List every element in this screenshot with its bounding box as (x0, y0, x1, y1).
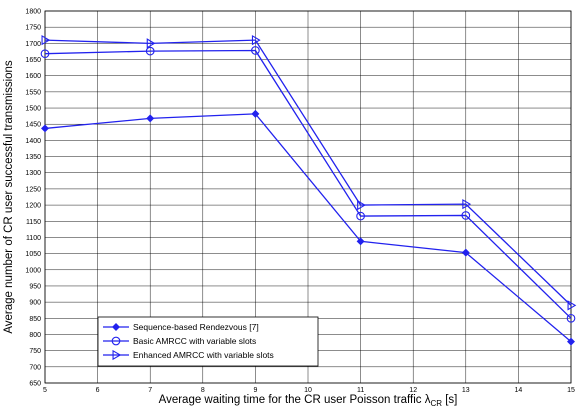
y-tick-label: 1250 (25, 186, 41, 193)
x-tick-label: 12 (409, 387, 417, 394)
y-tick-label: 1700 (25, 41, 41, 48)
data-point-diamond (41, 124, 49, 133)
data-point-diamond (146, 114, 155, 123)
data-point-circle (356, 211, 365, 221)
data-point-triangle-right (146, 38, 156, 49)
data-point-triangle-right (567, 300, 577, 311)
x-tick-label: 7 (148, 387, 152, 394)
legend: Sequence-based Rendezvous [7] Basic AMRCC… (97, 316, 319, 367)
data-point-circle (461, 211, 471, 220)
legend-entry: Basic AMRCC with variable slots (103, 336, 256, 346)
data-point-triangle-right (41, 34, 51, 46)
series-2 (40, 46, 576, 323)
y-tick-label: 850 (29, 316, 41, 323)
y-tick-label: 650 (29, 381, 41, 388)
series-line (44, 113, 572, 343)
y-tick-label: 1800 (25, 9, 41, 16)
y-tick-label: 750 (29, 348, 41, 355)
y-tick-label: 1500 (25, 106, 41, 113)
data-point-diamond (356, 237, 365, 246)
y-tick-label: 900 (29, 300, 41, 307)
series-layer (40, 34, 577, 346)
y-tick-label: 1600 (25, 73, 41, 80)
y-tick-label: 1550 (25, 89, 41, 96)
data-point-diamond (112, 323, 120, 331)
data-point-circle (251, 46, 260, 55)
y-tick-label: 700 (29, 364, 41, 371)
x-tick-label: 13 (462, 387, 470, 394)
x-axis-label-subscript: CR (430, 399, 442, 408)
y-tick-label: 1200 (25, 203, 41, 210)
legend-entry: Enhanced AMRCC with variable slots (103, 349, 274, 361)
series-line (44, 39, 572, 306)
x-tick-label: 14 (515, 387, 523, 394)
data-point-triangle-right (251, 34, 261, 46)
y-tick-label: 950 (29, 283, 41, 290)
legend-label: Basic AMRCC with variable slots (133, 336, 256, 346)
y-tick-label: 1750 (25, 25, 41, 32)
x-tick-label: 5 (43, 387, 47, 394)
y-tick-label: 1300 (25, 170, 41, 177)
series-1 (41, 109, 575, 346)
data-point-triangle-right (112, 349, 122, 361)
y-tick-labels: 650 700 750 800 850 900 950 1000 1050 1100 1150 120… (25, 9, 41, 388)
data-point-triangle-right (462, 198, 472, 210)
y-tick-label: 1150 (26, 219, 41, 226)
data-point-circle (145, 46, 155, 56)
data-point-circle (111, 336, 121, 346)
y-tick-label: 1350 (25, 154, 41, 161)
x-tick-label: 15 (567, 387, 575, 394)
x-tick-labels: 5 6 7 8 9 10 11 12 13 14 15 (43, 387, 575, 394)
x-tick-label: 10 (304, 387, 312, 394)
series-line (44, 49, 572, 319)
data-point-diamond (461, 248, 470, 257)
y-tick-label: 1050 (25, 251, 41, 258)
y-tick-label: 1400 (25, 138, 41, 145)
data-point-triangle-right (357, 199, 366, 211)
x-axis-label-unit: [s] (442, 394, 457, 406)
y-axis-label: Average number of CR user successful tra… (3, 60, 15, 334)
grid (44, 10, 572, 384)
x-axis-label: Average waiting time for the CR user Poi… (159, 394, 458, 408)
x-tick-label: 11 (357, 387, 364, 394)
legend-entry: Sequence-based Rendezvous [7] (103, 322, 259, 332)
legend-box (97, 316, 319, 367)
legend-label: Enhanced AMRCC with variable slots (133, 350, 274, 360)
x-tick-label: 8 (201, 387, 205, 394)
x-tick-label: 9 (253, 387, 257, 394)
data-point-circle (40, 49, 50, 59)
y-tick-label: 1100 (26, 235, 41, 242)
data-point-diamond (567, 337, 575, 346)
series-3 (41, 34, 577, 311)
data-point-circle (566, 313, 576, 323)
y-tick-label: 800 (29, 332, 41, 339)
y-tick-label: 1650 (25, 57, 41, 64)
data-point-diamond (251, 109, 260, 118)
y-tick-label: 1000 (25, 267, 41, 274)
x-tick-label: 6 (96, 387, 100, 394)
y-tick-label: 1450 (25, 122, 41, 129)
legend-label: Sequence-based Rendezvous [7] (133, 322, 259, 332)
x-axis-label-main: Average waiting time for the CR user Poi… (159, 394, 431, 406)
